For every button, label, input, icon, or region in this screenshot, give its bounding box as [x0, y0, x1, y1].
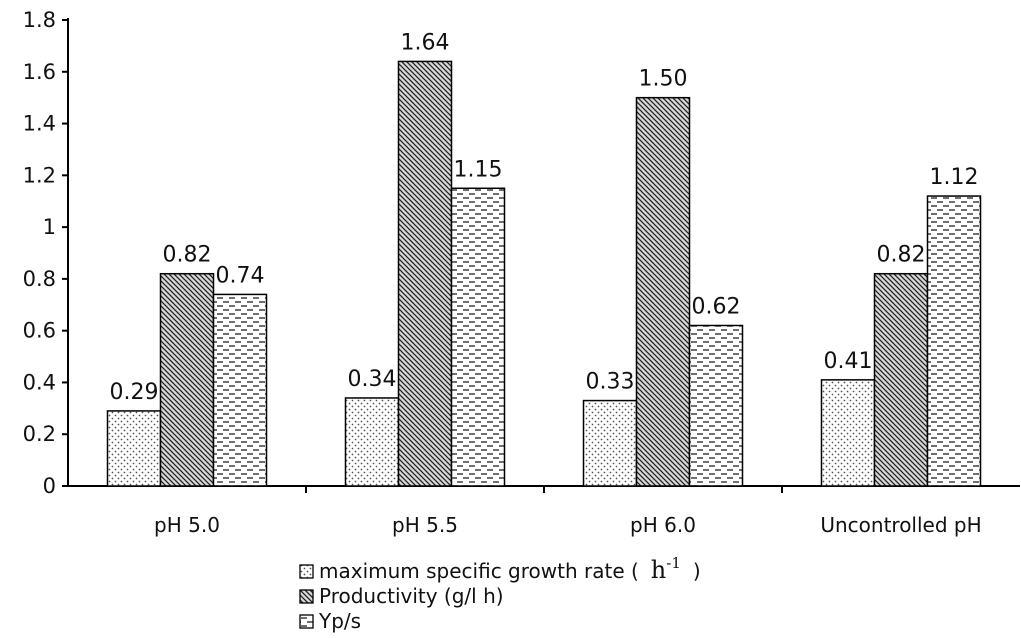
- data-label: 0.82: [163, 243, 212, 268]
- data-label: 1.12: [930, 165, 979, 190]
- data-label: 0.33: [586, 370, 635, 395]
- legend-label: maximum specific growth rate (h-1): [319, 554, 701, 584]
- data-labels: 0.290.820.740.341.641.150.331.500.620.41…: [110, 30, 979, 405]
- bar: [450, 187, 506, 487]
- data-label: 0.41: [824, 349, 873, 374]
- bar: [344, 397, 400, 487]
- y-tick-label: 1.4: [23, 112, 56, 136]
- x-category-label: pH 5.5: [392, 513, 458, 537]
- bar: [820, 379, 876, 487]
- y-tick-label: 1.8: [23, 8, 56, 32]
- x-category-label: pH 6.0: [630, 513, 696, 537]
- y-tick-label: 0.4: [23, 370, 56, 394]
- data-label: 0.34: [348, 367, 397, 392]
- data-label: 0.82: [877, 243, 926, 268]
- y-tick-label: 0.2: [23, 422, 56, 446]
- y-tick-label: 1.6: [23, 60, 56, 84]
- data-label: 0.29: [110, 380, 159, 405]
- y-axis: 0 0.2 0.4 0.6 0.8 1 1.2 1.4 1.6 1.8: [23, 8, 69, 498]
- legend-label: Productivity (g/l h): [319, 584, 504, 608]
- bar: [397, 60, 453, 487]
- y-tick-label: 1.2: [23, 163, 56, 187]
- bar: [582, 399, 638, 487]
- x-axis: pH 5.0 pH 5.5 pH 6.0 Uncontrolled pH: [68, 485, 1020, 537]
- bar: [926, 195, 982, 487]
- bar: [688, 324, 744, 487]
- legend-swatch: [299, 614, 314, 629]
- y-tick-label: 0.6: [23, 319, 56, 343]
- bar: [106, 410, 162, 487]
- y-tick-label: 0: [43, 474, 56, 498]
- data-label: 1.50: [639, 67, 688, 92]
- bar: [159, 272, 215, 487]
- legend: maximum specific growth rate (h-1)Produc…: [299, 554, 701, 633]
- bar: [635, 96, 691, 487]
- data-label: 1.64: [401, 30, 450, 55]
- y-tick-label: 0.8: [23, 267, 56, 291]
- x-category-label: pH 5.0: [154, 513, 220, 537]
- data-label: 0.74: [216, 263, 265, 288]
- data-label: 0.62: [692, 294, 741, 319]
- legend-swatch: [299, 564, 314, 579]
- bar: [212, 293, 268, 487]
- y-tick-label: 1: [43, 215, 56, 239]
- x-category-label: Uncontrolled pH: [820, 513, 981, 537]
- bars: [106, 60, 982, 487]
- bar: [873, 272, 929, 487]
- legend-label: Yp/s: [318, 609, 361, 633]
- data-label: 1.15: [454, 157, 503, 182]
- legend-swatch: [299, 589, 314, 604]
